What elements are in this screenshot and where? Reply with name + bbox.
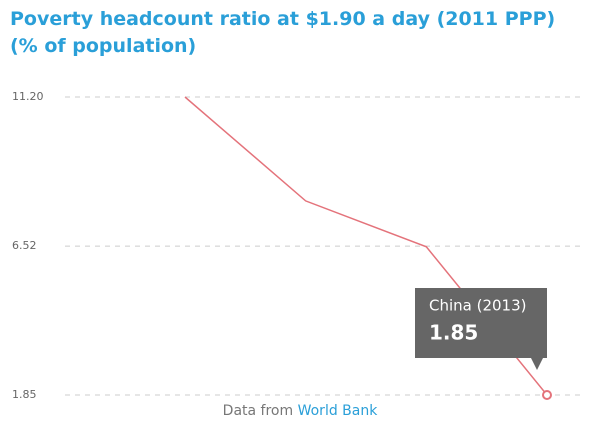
chart: 1.85 6.52 11.20 China (2013) 1.85 [12,90,585,400]
source-link[interactable]: World Bank [297,403,378,419]
source-note: Data from World Bank [0,403,600,419]
tooltip-label: China (2013) [429,297,527,315]
source-prefix: Data from [222,403,294,419]
chart-title: Poverty headcount ratio at $1.90 a day (… [10,8,556,57]
highlight-point [542,390,552,400]
tooltip: China (2013) 1.85 [415,288,547,370]
y-tick-label: 11.20 [12,90,44,103]
y-tick-label: 1.85 [12,388,37,400]
tooltip-value: 1.85 [429,321,478,345]
y-tick-label: 6.52 [12,239,37,252]
tooltip-box [415,288,547,370]
